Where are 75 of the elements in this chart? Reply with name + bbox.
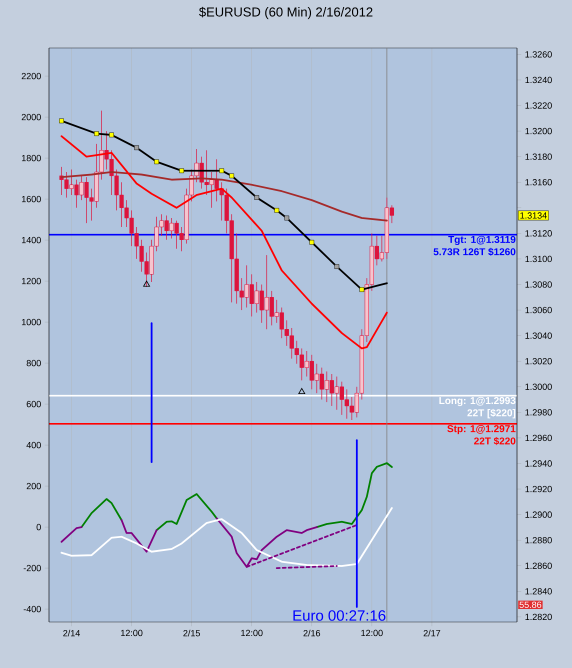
annotation: 22T [$220]: [467, 408, 516, 418]
y-tick-label: 1.2860: [525, 562, 552, 569]
x-tick-label: 2/14: [63, 630, 80, 636]
line-series: [316, 462, 393, 528]
annotation: 1.3134: [520, 212, 547, 219]
y-tick-label: 1.3060: [525, 306, 552, 314]
y2-tick-label: 800: [26, 360, 41, 366]
ref-line-label: Long: 1@1.2993: [439, 396, 516, 406]
y2-tick-label: 2000: [22, 114, 41, 120]
text: 55.86: [520, 602, 542, 608]
y2-tick-label: -400: [24, 606, 41, 612]
y-tick-label: 1.2820: [525, 614, 552, 620]
y-tick-label: 1.2940: [525, 460, 552, 467]
y-tick-label: 1.3200: [525, 128, 552, 134]
y-tick-label: 1.3000: [525, 384, 552, 390]
y2-tick-label: 1600: [22, 196, 41, 202]
point: [229, 173, 234, 178]
point: [154, 159, 160, 164]
point: [94, 131, 99, 136]
point: [334, 264, 340, 269]
x-tick-label: 12:00: [241, 630, 263, 636]
line-series: [156, 493, 218, 532]
y-tick-label: 1.3240: [525, 76, 552, 84]
line-series: [120, 519, 158, 553]
point: [254, 195, 260, 200]
x-tick-label: 12:00: [361, 630, 383, 636]
point: [359, 287, 364, 292]
y2-tick-label: 200: [26, 482, 41, 490]
line-series: [80, 498, 122, 528]
point: [219, 168, 224, 174]
y2-tick-label: 400: [26, 442, 41, 448]
ref-line-label: Stp: 1@1.2971: [447, 425, 516, 434]
y-tick-label: 1.2900: [525, 511, 552, 518]
y-tick-label: 1.3120: [525, 230, 552, 237]
point: [179, 168, 184, 174]
y2-tick-label: -200: [24, 564, 41, 572]
y-tick-label: 1.3160: [525, 179, 552, 186]
point: [59, 118, 64, 124]
y2-tick-label: 1800: [22, 154, 41, 162]
line-series: [60, 135, 388, 350]
ref-line-label: Tgt: 1@1.3119: [448, 236, 516, 246]
point: [284, 216, 290, 220]
annotation: 5.73R 126T $1260: [434, 248, 516, 256]
y2-tick-label: 1000: [22, 318, 41, 326]
line-series: [60, 507, 393, 567]
point: [143, 280, 150, 287]
annotation: Euro 00:27:16: [293, 610, 386, 621]
y-tick-label: 1.3220: [525, 102, 552, 109]
x-tick-label: 12:00: [121, 630, 142, 636]
y-tick-label: 1.3100: [525, 256, 552, 262]
y-tick-label: 1.3040: [525, 332, 552, 339]
x-tick-label: 2/17: [424, 630, 440, 636]
y-tick-label: 1.3020: [525, 358, 552, 364]
point: [298, 388, 306, 394]
point: [309, 240, 314, 245]
y-tick-label: 1.2960: [525, 434, 552, 442]
y-tick-label: 1.3080: [525, 281, 552, 288]
x-tick-label: 2/16: [304, 630, 320, 636]
y-tick-label: 1.3260: [525, 51, 552, 58]
y2-tick-label: 2200: [22, 72, 41, 80]
point: [109, 132, 114, 138]
point: [134, 145, 139, 150]
point: [274, 208, 280, 213]
y2-tick-label: 0: [36, 524, 41, 530]
x-tick-label: 2/15: [183, 630, 200, 636]
y-tick-label: 1.3180: [525, 153, 552, 160]
y2-tick-label: 600: [26, 400, 41, 408]
y-tick-label: 1.2840: [525, 588, 552, 594]
y-tick-label: 1.2920: [525, 486, 552, 492]
y2-tick-label: 1400: [22, 236, 41, 244]
y2-tick-label: 1200: [22, 278, 41, 284]
annotation: 22T $220: [474, 436, 516, 446]
chart-title: $EURUSD (60 Min) 2/16/2012: [199, 6, 372, 20]
y-tick-label: 1.2880: [525, 537, 552, 544]
y-tick-label: 1.2980: [525, 409, 552, 416]
